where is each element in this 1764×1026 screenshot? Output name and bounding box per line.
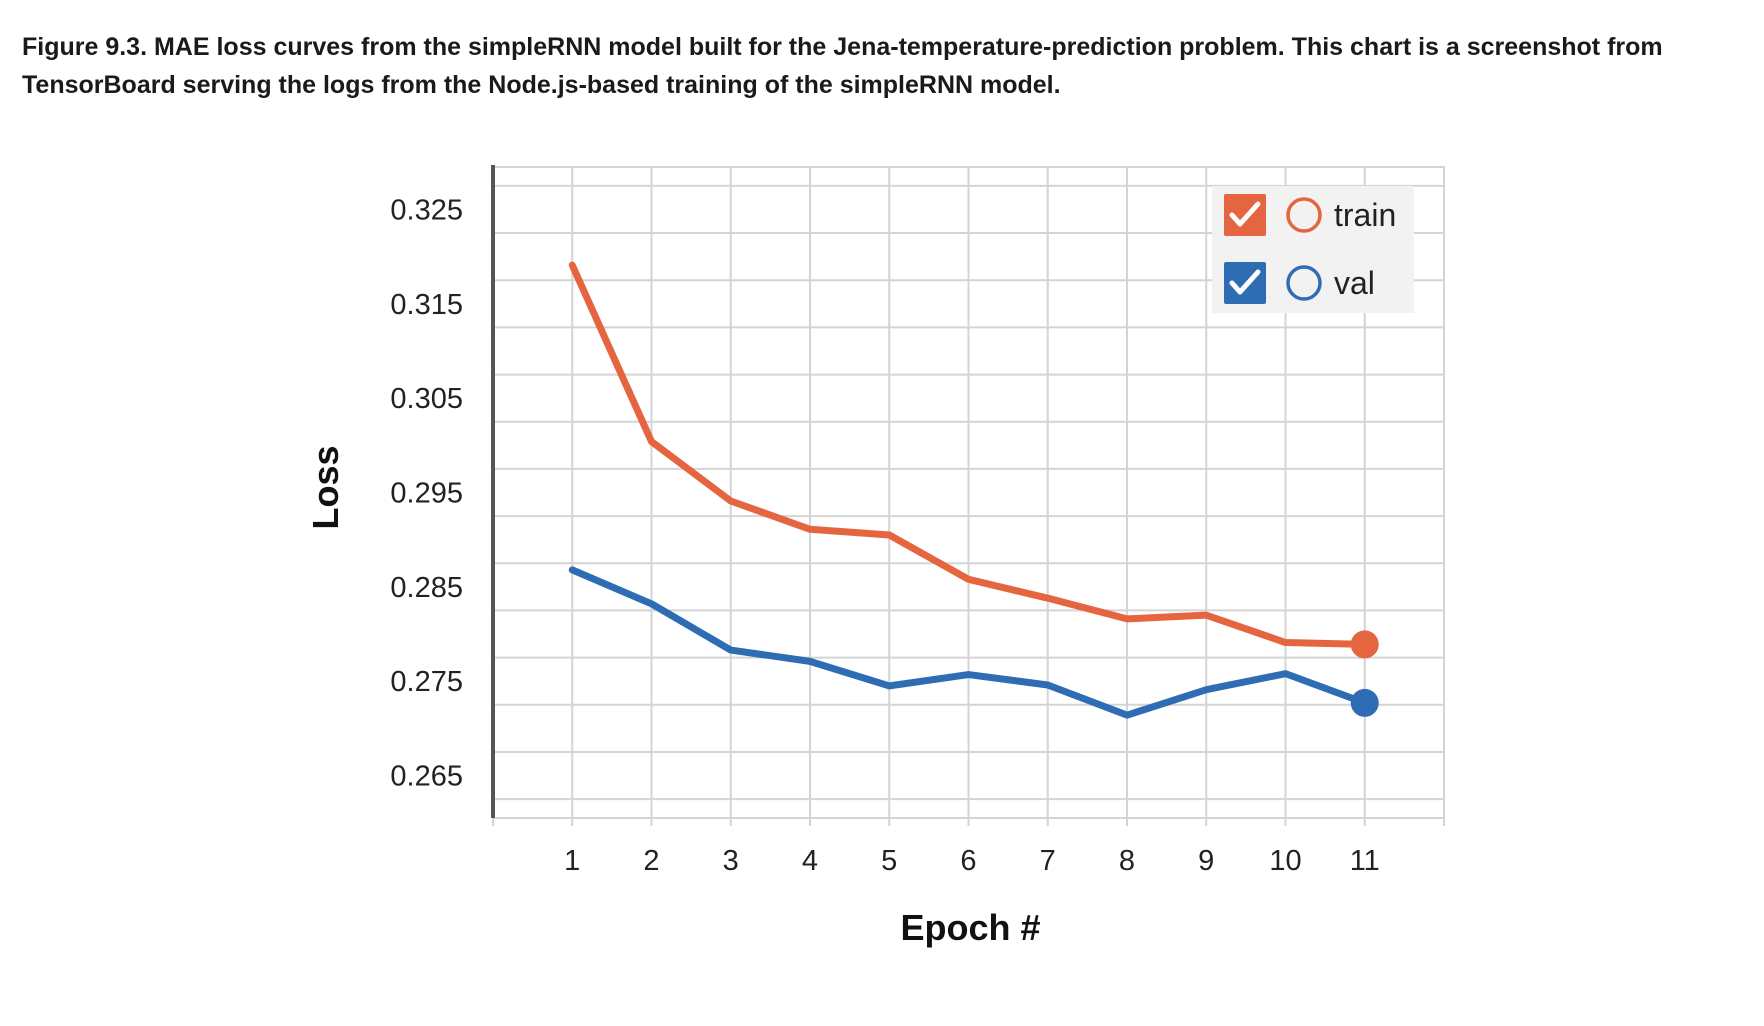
y-tick-label: 0.315	[390, 289, 463, 321]
checkmark-icon	[1229, 269, 1261, 295]
train-last-point-marker	[1350, 630, 1379, 659]
val-legend-marker-icon	[1286, 265, 1322, 301]
train-series-line	[568, 261, 1369, 648]
train-legend-label: train	[1334, 197, 1396, 233]
y-tick-label: 0.265	[390, 761, 463, 793]
y-tick-labels: 0.325 0.315 0.305 0.295 0.285 0.275 0.265	[390, 194, 463, 792]
x-tick-label: 5	[881, 845, 897, 877]
val-last-point-marker	[1350, 688, 1379, 717]
x-tick-label: 8	[1119, 845, 1135, 877]
x-axis-label: Epoch #	[900, 907, 1040, 948]
val-series-line	[568, 566, 1369, 719]
series-lines	[568, 261, 1379, 719]
x-tick-label: 1	[564, 845, 580, 877]
y-tick-label: 0.275	[390, 666, 463, 698]
y-axis-label: Loss	[305, 445, 346, 529]
y-tick-label: 0.285	[390, 572, 463, 604]
x-tick-label: 3	[723, 845, 739, 877]
x-tick-label: 7	[1040, 845, 1056, 877]
x-tick-label: 9	[1198, 845, 1214, 877]
x-tick-label: 6	[960, 845, 976, 877]
y-tick-label: 0.305	[390, 383, 463, 415]
y-tick-label: 0.295	[390, 478, 463, 510]
legend: train val	[1212, 186, 1414, 313]
y-tick-label: 0.325	[390, 194, 463, 226]
checkmark-icon	[1229, 201, 1261, 227]
val-legend-label: val	[1334, 265, 1375, 301]
x-tick-label: 4	[802, 845, 818, 877]
x-tick-labels: 1 2 3 4 5 6 7 8 9 10 11	[564, 845, 1380, 877]
x-tick-label: 10	[1269, 845, 1301, 877]
x-tick-label: 11	[1350, 845, 1380, 877]
figure-caption: Figure 9.3. MAE loss curves from the sim…	[22, 33, 1663, 99]
train-legend-marker-icon	[1286, 197, 1322, 233]
x-tick-label: 2	[643, 845, 659, 877]
